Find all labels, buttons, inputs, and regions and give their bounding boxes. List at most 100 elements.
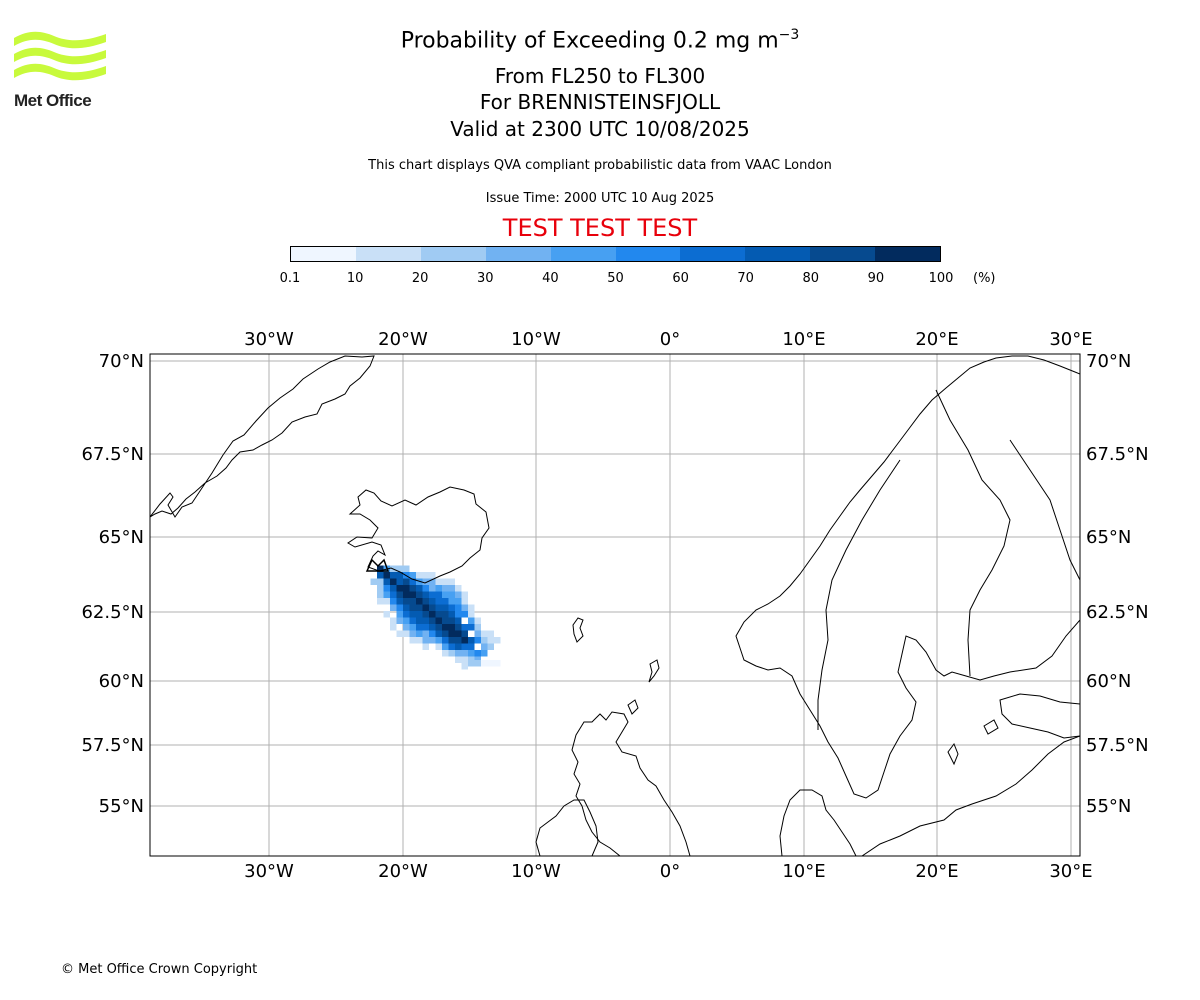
plume-cell: [474, 637, 481, 644]
plume-cell: [442, 630, 449, 637]
colorbar-tick-label: 40: [542, 271, 559, 286]
plume-cell: [403, 630, 410, 637]
lon-label: 20°E: [915, 861, 958, 882]
plume-cell: [474, 660, 481, 667]
plume-cell: [429, 637, 436, 644]
copyright: © Met Office Crown Copyright: [61, 962, 258, 977]
plume-cell: [461, 637, 468, 644]
plume-cell: [396, 611, 403, 618]
plume-cell: [448, 624, 455, 631]
plume-cell: [377, 572, 384, 579]
issue-time: Issue Time: 2000 UTC 10 Aug 2025: [485, 191, 715, 206]
plume-cell: [455, 624, 462, 631]
plume-cell: [429, 578, 436, 585]
plume-cell: [409, 598, 416, 605]
lat-label: 67.5°N: [1086, 444, 1149, 465]
colorbar-tick-label: 50: [607, 271, 624, 286]
plume-cell: [474, 617, 481, 624]
lat-label: 57.5°N: [1086, 735, 1149, 756]
plume-cell: [442, 617, 449, 624]
plume-cell: [409, 611, 416, 618]
plume-cell: [416, 591, 423, 598]
plume-cell: [455, 591, 462, 598]
plume-cell: [429, 624, 436, 631]
plume-cell: [396, 617, 403, 624]
plume-cell: [435, 624, 442, 631]
colorbar-tick-label: 70: [737, 271, 754, 286]
plume-cell: [422, 572, 429, 579]
plume-cell: [442, 591, 449, 598]
plume-cell: [403, 578, 410, 585]
plume-cell: [403, 617, 410, 624]
map-frame: [149, 353, 1081, 857]
lon-label: 10°W: [511, 329, 561, 350]
colorbar-tick-label: 60: [672, 271, 689, 286]
plume-cell: [448, 617, 455, 624]
plume-cell: [448, 604, 455, 611]
gotland-coast: [947, 742, 959, 766]
finland-border: [935, 389, 1011, 677]
lat-label: 60°N: [1086, 671, 1131, 692]
plume-cell: [383, 598, 390, 605]
plume-cell: [383, 611, 390, 618]
plume-cell: [422, 643, 429, 650]
test-banner: TEST TEST TEST: [502, 214, 698, 242]
plume-cell: [409, 572, 416, 579]
plume-cell: [422, 617, 429, 624]
met-office-logo: Met Office: [14, 30, 110, 112]
met-office-wave-icon: [14, 31, 106, 81]
plume-cell: [487, 660, 494, 667]
lat-label: 55°N: [99, 796, 144, 817]
plume-cell: [487, 637, 494, 644]
colorbar-segment: [810, 247, 876, 261]
lon-label: 20°E: [915, 329, 958, 350]
plume-cell: [390, 617, 397, 624]
great-britain-coast: [571, 711, 691, 856]
plume-cell: [435, 643, 442, 650]
plume-cell: [383, 585, 390, 592]
plume-cell: [377, 585, 384, 592]
lon-label: 0°: [660, 861, 680, 882]
colorbar: [290, 246, 941, 262]
colorbar-segment: [485, 247, 551, 261]
colorbar-segment: [680, 247, 746, 261]
plume-cell: [461, 624, 468, 631]
plume-cell: [448, 630, 455, 637]
lon-label: 10°W: [511, 861, 561, 882]
plume-cell: [435, 611, 442, 618]
lat-label: 55°N: [1086, 796, 1131, 817]
shetland-coast: [648, 659, 660, 683]
lon-label: 30°E: [1049, 861, 1092, 882]
plume-cell: [455, 617, 462, 624]
plume-cell: [377, 565, 384, 572]
plume-cell: [481, 630, 488, 637]
greenland-coast: [150, 355, 375, 518]
plume-cell: [435, 617, 442, 624]
plume-cell: [409, 630, 416, 637]
plume-cell: [422, 630, 429, 637]
colorbar-tick-label: 10: [346, 271, 364, 286]
plume-cell: [435, 604, 442, 611]
plume-cell: [403, 611, 410, 618]
plume-cell: [429, 611, 436, 618]
plume-cell: [416, 611, 423, 618]
plume-cell: [396, 630, 403, 637]
plume-cell: [461, 656, 468, 663]
colorbar-tick-label: 80: [802, 271, 820, 286]
lat-labels-left: 70°N 67.5°N 65°N 62.5°N 60°N 57.5°N 55°N: [81, 351, 144, 817]
lon-label: 30°W: [244, 329, 294, 350]
plume-cell: [468, 604, 475, 611]
plume-cell: [468, 611, 475, 618]
plume-cell: [409, 617, 416, 624]
plume-cell: [455, 656, 462, 663]
lat-label: 65°N: [1086, 527, 1131, 548]
plume-cell: [422, 637, 429, 644]
plume-cell: [448, 643, 455, 650]
lat-label: 57.5°N: [81, 735, 144, 756]
volcano-marker: [365, 558, 390, 572]
plume-cell: [390, 624, 397, 631]
plume-cell: [461, 650, 468, 657]
plume-cell: [383, 591, 390, 598]
colorbar-segment: [745, 247, 811, 261]
plume-cell: [422, 604, 429, 611]
